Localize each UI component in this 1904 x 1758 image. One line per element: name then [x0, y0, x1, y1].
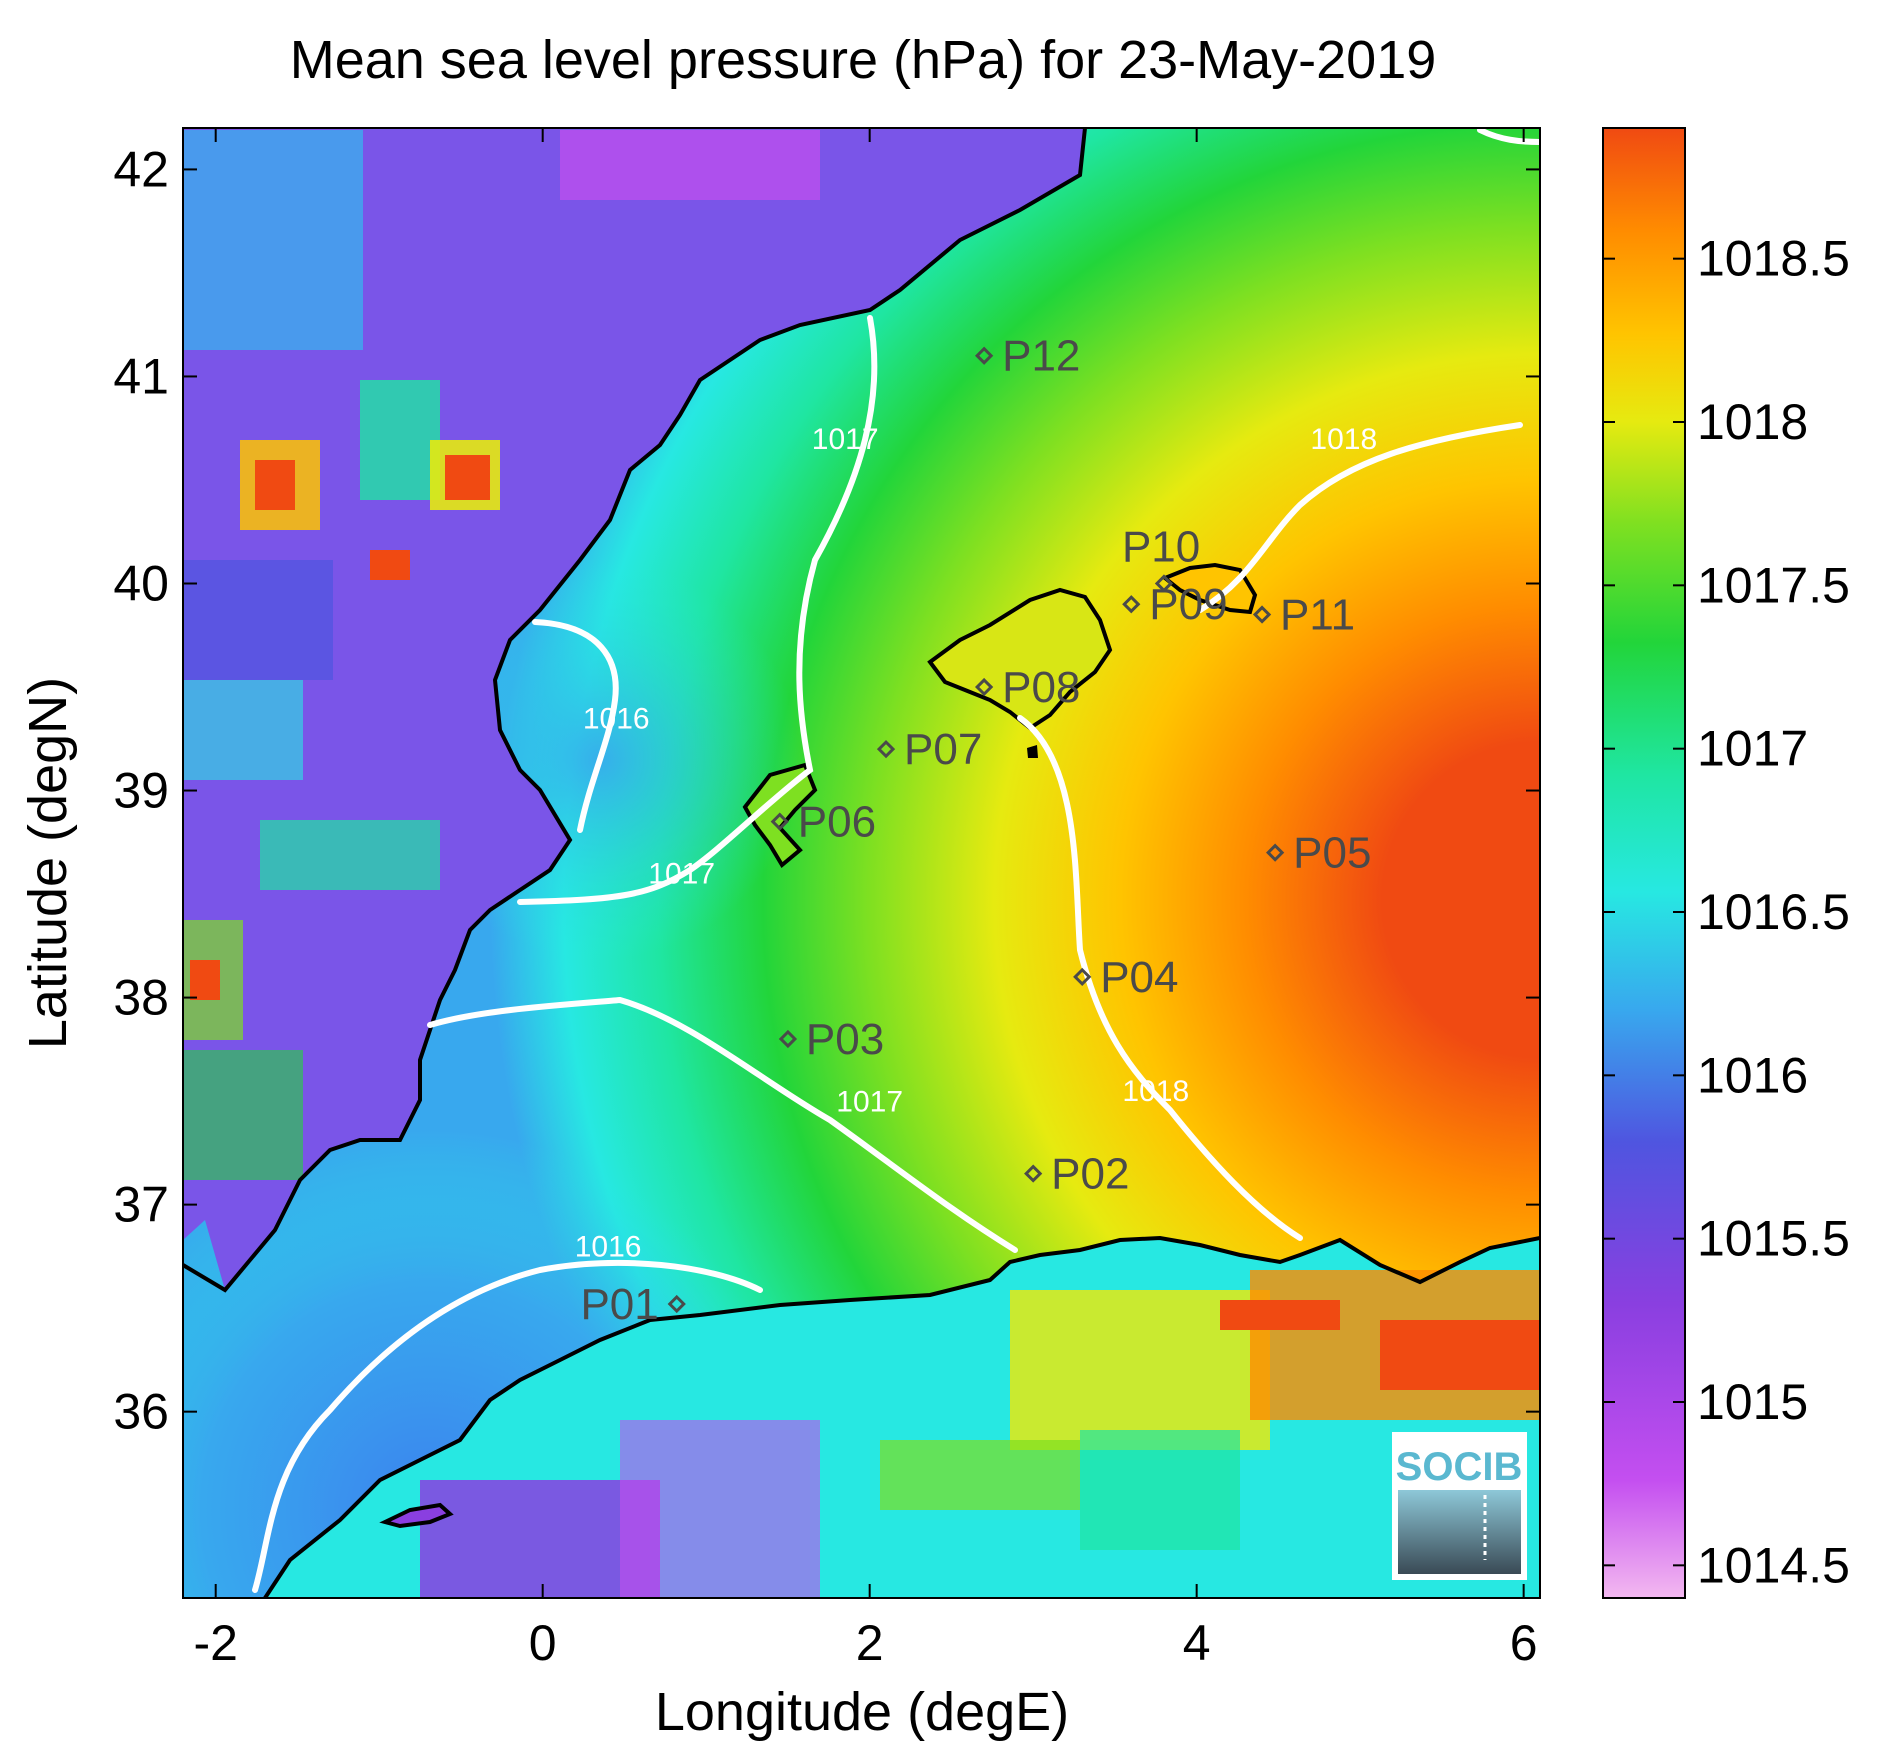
plot-area: 1016 1017 1017 1017 1018 1018 1016 P01 P02 P03 P0…: [183, 128, 1540, 1598]
contour-label: 1017: [836, 1085, 903, 1118]
station-label: P10: [1122, 522, 1200, 571]
colorbar: 1014.5 1015 1015.5 1016 1016.5 1017 1017.5 1018…: [1602, 127, 1850, 1599]
x-axis-label: Longitude (degE): [655, 1682, 1069, 1742]
plot-frame: [182, 127, 1541, 1599]
colorbar-ticks: 1014.5 1015 1015.5 1016 1016.5 1017 1017.5 1018…: [1603, 231, 1850, 1593]
y-tick-label: 37: [113, 1177, 169, 1233]
isobar-1016-west: [532, 619, 619, 833]
y-tick-label: 42: [113, 141, 169, 197]
island-alboran: [379, 1502, 454, 1529]
iberia-relief: [183, 130, 820, 1180]
station-label: P01: [580, 1280, 658, 1329]
x-tick-label: 4: [1183, 1615, 1211, 1671]
coastline-north-africa: [263, 1235, 1540, 1598]
colorbar-tick-label: 1016: [1697, 1047, 1808, 1103]
y-tick-label: 40: [113, 555, 169, 611]
station-label: P06: [798, 798, 876, 847]
island-cabrera: [1027, 745, 1038, 758]
station-marker: [770, 812, 789, 831]
colorbar-tick-label: 1015: [1697, 1374, 1808, 1430]
contour-label: 1017: [812, 423, 879, 456]
isobar-1016-southwest: [252, 1259, 763, 1593]
isobar-1017-west: [517, 315, 878, 905]
y-axis-label: Latitude (degN): [18, 677, 78, 1049]
colorbar-tick-label: 1018: [1697, 394, 1808, 450]
station-marker: [1122, 595, 1141, 614]
coastline-iberia: [183, 128, 1087, 1293]
colorbar-tick-label: 1018.5: [1697, 231, 1850, 287]
isobars: [252, 128, 1540, 1593]
station-marker: [1252, 605, 1272, 624]
station-label: P03: [806, 1015, 884, 1064]
station-label: P12: [1002, 332, 1080, 381]
y-tick-label: 36: [113, 1384, 169, 1440]
station-marker: [1024, 1164, 1043, 1183]
x-axis: -2 0 2 4 6: [193, 128, 1538, 1671]
colorbar-tick-label: 1015.5: [1697, 1211, 1850, 1267]
y-axis: 36 37 38 39 40 41 42: [113, 141, 1540, 1440]
y-tick-label: 39: [113, 763, 169, 819]
station-marker: [876, 740, 896, 759]
station-label: P08: [1002, 663, 1080, 712]
station-marker: [974, 677, 994, 697]
x-tick-label: 6: [1510, 1615, 1538, 1671]
contour-label: 1018: [1122, 1075, 1189, 1108]
contour-label: 1018: [1310, 423, 1377, 456]
station-marker: [974, 346, 994, 365]
contour-label: 1016: [583, 702, 650, 735]
island-mallorca: [927, 587, 1113, 731]
y-tick-label: 38: [113, 970, 169, 1026]
socib-logo: SOCIB: [1392, 1432, 1527, 1580]
colorbar-tick-label: 1016.5: [1697, 884, 1850, 940]
isobar-1018-east: [1017, 715, 1303, 1241]
x-tick-label: -2: [193, 1615, 237, 1671]
station-marker: [1266, 843, 1285, 862]
colorbar-tick-label: 1014.5: [1697, 1537, 1850, 1593]
isobar-1018-top: [1477, 128, 1540, 145]
isobar-1017-south: [427, 996, 1018, 1253]
africa-relief: [420, 1270, 1540, 1598]
map-title: Mean sea level pressure (hPa) for 23-May…: [290, 30, 1437, 90]
isobar-1018-ne: [1197, 422, 1523, 613]
station-label: P07: [904, 725, 982, 774]
station-label: P02: [1051, 1150, 1129, 1199]
island-menorca: [1161, 562, 1258, 615]
socib-logo-text: SOCIB: [1396, 1445, 1523, 1489]
station-marker: [1073, 967, 1092, 986]
contour-label: 1016: [575, 1230, 642, 1263]
station-label: P04: [1100, 953, 1178, 1002]
colorbar-gradient: [1602, 127, 1686, 1599]
contour-label: 1017: [648, 858, 715, 891]
colorbar-tick-label: 1017: [1697, 721, 1808, 777]
colorbar-tick-label: 1017.5: [1697, 557, 1850, 613]
y-tick-label: 41: [113, 348, 169, 404]
station-label: P11: [1280, 591, 1355, 640]
x-tick-label: 0: [529, 1615, 557, 1671]
station-label: P05: [1293, 829, 1371, 878]
contour-labels: 1016 1017 1017 1017 1018 1018 1016: [575, 423, 1377, 1263]
station-marker: [1154, 574, 1174, 593]
x-tick-label: 2: [856, 1615, 884, 1671]
station-marker: [667, 1294, 686, 1314]
station-marker: [778, 1029, 798, 1049]
